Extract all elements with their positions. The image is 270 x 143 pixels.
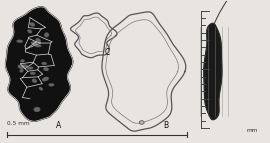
- Ellipse shape: [32, 79, 37, 83]
- Ellipse shape: [44, 33, 49, 37]
- Text: mm: mm: [246, 128, 258, 133]
- Ellipse shape: [139, 121, 144, 124]
- Polygon shape: [204, 23, 222, 120]
- Ellipse shape: [35, 44, 41, 47]
- Ellipse shape: [20, 59, 25, 62]
- Ellipse shape: [28, 29, 32, 33]
- Polygon shape: [6, 7, 73, 121]
- Ellipse shape: [20, 69, 23, 73]
- Ellipse shape: [32, 42, 38, 45]
- Ellipse shape: [21, 64, 28, 67]
- Text: C: C: [104, 48, 109, 57]
- Ellipse shape: [29, 22, 35, 26]
- Text: B: B: [163, 121, 168, 130]
- Ellipse shape: [30, 72, 36, 75]
- Ellipse shape: [42, 77, 49, 81]
- Ellipse shape: [16, 40, 23, 43]
- Ellipse shape: [43, 67, 49, 71]
- Text: 0.5 mm: 0.5 mm: [7, 121, 30, 126]
- Ellipse shape: [27, 67, 33, 69]
- Ellipse shape: [39, 87, 43, 90]
- Ellipse shape: [36, 38, 41, 43]
- Ellipse shape: [42, 62, 47, 65]
- Ellipse shape: [34, 107, 40, 112]
- Ellipse shape: [49, 83, 54, 86]
- Ellipse shape: [31, 41, 36, 45]
- Text: A: A: [56, 121, 61, 130]
- Ellipse shape: [18, 65, 24, 69]
